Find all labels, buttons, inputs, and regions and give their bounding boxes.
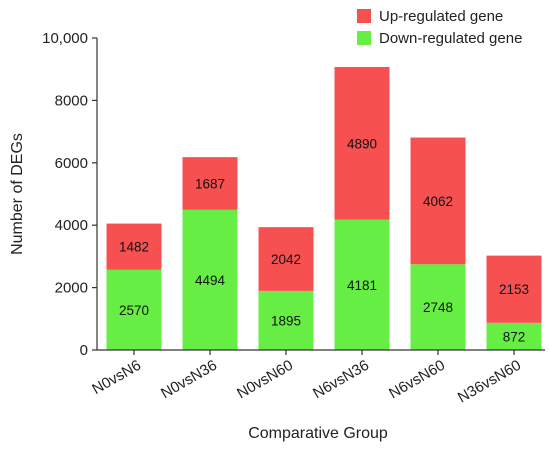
x-tick-label-N0vsN6: N0vsN6 bbox=[89, 357, 144, 398]
y-tick-label: 8000 bbox=[55, 92, 88, 109]
data-label-up-N6vsN36: 4890 bbox=[347, 136, 377, 151]
x-axis-title: Comparative Group bbox=[248, 425, 388, 442]
x-tick-label-N0vsN60: N0vsN60 bbox=[234, 357, 296, 403]
x-tick-label-N0vsN36: N0vsN36 bbox=[158, 357, 220, 403]
bar-down-N0vsN6 bbox=[106, 269, 162, 350]
x-axis-ticks: N0vsN6 N0vsN36 N0vsN60 N6vsN36 N6vsN60 N36vsN… bbox=[89, 350, 524, 406]
legend: Up-regulated gene Down-regulated gene bbox=[357, 8, 522, 47]
y-axis-ticks: 0 2000 4000 6000 8000 10,000 bbox=[42, 30, 97, 359]
data-label-down-N0vsN6: 2570 bbox=[119, 303, 149, 318]
data-label-up-N0vsN60: 2042 bbox=[271, 252, 301, 267]
data-label-up-N36vsN60: 2153 bbox=[499, 282, 529, 297]
bar-up-N6vsN36 bbox=[334, 66, 390, 220]
bar-up-N0vsN60 bbox=[258, 227, 314, 291]
legend-swatch-down bbox=[357, 31, 371, 45]
data-label-down-N0vsN60: 1895 bbox=[271, 313, 301, 328]
bar-down-N36vsN60 bbox=[486, 322, 542, 350]
bar-down-N0vsN36 bbox=[182, 209, 238, 350]
bar-up-N0vsN36 bbox=[182, 157, 238, 210]
x-tick-label-N36vsN60: N36vsN60 bbox=[455, 357, 524, 407]
y-tick-label: 10,000 bbox=[42, 30, 88, 47]
x-tick-label-N6vsN60: N6vsN60 bbox=[386, 357, 448, 403]
data-label-up-N0vsN36: 1687 bbox=[195, 176, 225, 191]
y-tick-label: 4000 bbox=[55, 217, 88, 234]
legend-swatch-up bbox=[357, 9, 371, 23]
bar-up-N6vsN60 bbox=[410, 137, 466, 265]
y-tick-label: 0 bbox=[80, 342, 88, 359]
legend-label-up: Up-regulated gene bbox=[379, 8, 503, 25]
y-tick-label: 6000 bbox=[55, 155, 88, 172]
x-tick-label-N6vsN36: N6vsN36 bbox=[310, 357, 372, 403]
bar-down-N6vsN60 bbox=[410, 264, 466, 350]
data-labels-layer: 2570 1482 4494 1687 1895 2042 4181 4890 2748 4062… bbox=[119, 136, 529, 344]
bar-down-N0vsN60 bbox=[258, 290, 314, 350]
legend-label-down: Down-regulated gene bbox=[379, 30, 522, 47]
data-label-down-N6vsN36: 4181 bbox=[347, 278, 377, 293]
data-label-down-N0vsN36: 4494 bbox=[195, 273, 226, 288]
y-axis-title: Number of DEGs bbox=[9, 133, 26, 255]
bar-up-N0vsN6 bbox=[106, 223, 162, 270]
bar-up-N36vsN60 bbox=[486, 255, 542, 323]
bars-layer bbox=[106, 66, 542, 350]
data-label-up-N0vsN6: 1482 bbox=[119, 240, 149, 255]
data-label-up-N6vsN60: 4062 bbox=[423, 194, 453, 209]
bar-down-N6vsN36 bbox=[334, 219, 390, 350]
data-label-down-N6vsN60: 2748 bbox=[423, 300, 453, 315]
y-tick-label: 2000 bbox=[55, 280, 88, 297]
data-label-down-N36vsN60: 872 bbox=[503, 329, 526, 344]
